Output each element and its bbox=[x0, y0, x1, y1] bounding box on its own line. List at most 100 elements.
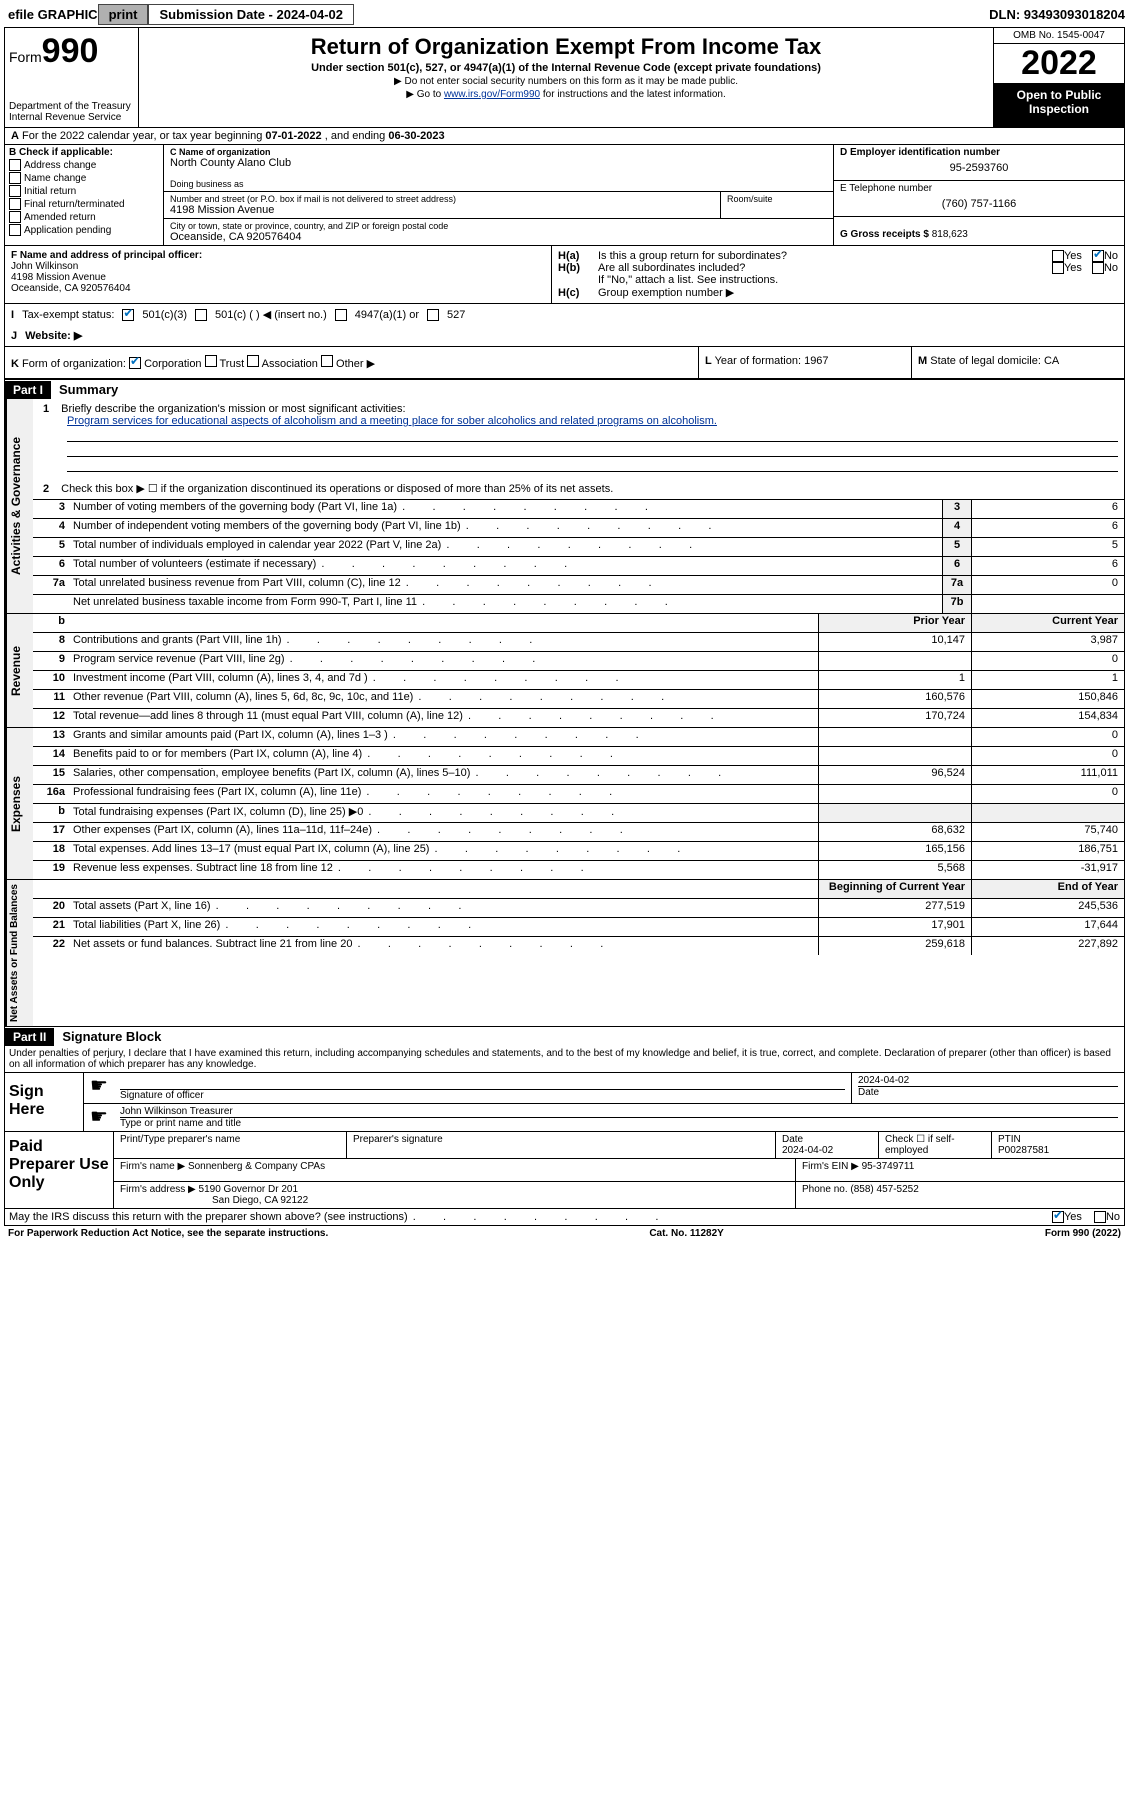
col-m: M State of legal domicile: CA bbox=[911, 347, 1124, 378]
netassets-block: Net Assets or Fund Balances Beginning of… bbox=[5, 880, 1124, 1026]
pp-check-label: Check ☐ if self-employed bbox=[879, 1132, 992, 1158]
k-trust-check[interactable] bbox=[205, 355, 217, 367]
ha-no-check[interactable] bbox=[1092, 250, 1104, 262]
i-4947-check[interactable] bbox=[335, 309, 347, 321]
f-label: F Name and address of principal officer: bbox=[11, 250, 202, 261]
check-amended[interactable]: Amended return bbox=[9, 211, 159, 223]
line-num: 14 bbox=[33, 747, 69, 765]
print-button[interactable]: print bbox=[98, 4, 149, 25]
net-header-spacer bbox=[69, 880, 818, 898]
cell-phone: E Telephone number (760) 757-1166 bbox=[834, 181, 1124, 217]
underline-2 bbox=[67, 444, 1118, 457]
section-k-l-m: K Form of organization: Corporation Trus… bbox=[5, 347, 1124, 379]
discuss-no-check[interactable] bbox=[1094, 1211, 1106, 1223]
part2-header-row: Part II Signature Block bbox=[5, 1026, 1124, 1046]
sign-here-label: Sign Here bbox=[5, 1073, 84, 1131]
i-501c-check[interactable] bbox=[195, 309, 207, 321]
expenses-label: Expenses bbox=[5, 728, 33, 879]
table-row: 18 Total expenses. Add lines 13–17 (must… bbox=[33, 841, 1124, 860]
mission-text: Program services for educational aspects… bbox=[67, 415, 1118, 427]
discuss-dots bbox=[408, 1211, 661, 1223]
officer-city: Oceanside, CA 920576404 bbox=[11, 283, 545, 294]
omb-number: OMB No. 1545-0047 bbox=[994, 28, 1124, 44]
line-num: 11 bbox=[33, 690, 69, 708]
sub3-pre: ▶ Go to bbox=[406, 89, 444, 100]
pp-row-2: Firm's name ▶ Sonnenberg & Company CPAs … bbox=[114, 1159, 1124, 1182]
header-left: Form990 Department of the Treasury Inter… bbox=[5, 28, 139, 127]
check-initial-return[interactable]: Initial return bbox=[9, 185, 159, 197]
discuss-no: No bbox=[1106, 1211, 1120, 1223]
hb-yes-check[interactable] bbox=[1052, 262, 1064, 274]
instructions-link[interactable]: www.irs.gov/Form990 bbox=[444, 89, 540, 100]
check-app-pending[interactable]: Application pending bbox=[9, 224, 159, 236]
paperwork-notice: For Paperwork Reduction Act Notice, see … bbox=[8, 1228, 328, 1239]
k-corp-check[interactable] bbox=[129, 357, 141, 369]
pp-row-3: Firm's address ▶ 5190 Governor Dr 201San… bbox=[114, 1182, 1124, 1208]
sign-here-right: ☛ Signature of officer 2024-04-02 Date ☛… bbox=[84, 1073, 1124, 1131]
line-current: 0 bbox=[971, 728, 1124, 746]
check-name-change[interactable]: Name change bbox=[9, 172, 159, 184]
hb-text: Are all subordinates included? bbox=[598, 262, 1052, 274]
revenue-label: Revenue bbox=[5, 614, 33, 727]
col-f: F Name and address of principal officer:… bbox=[5, 246, 551, 303]
firm-name: Sonnenberg & Company CPAs bbox=[188, 1161, 325, 1172]
cell-gross: G Gross receipts $ 818,623 bbox=[834, 217, 1124, 242]
room-label: Room/suite bbox=[727, 194, 827, 204]
line1-brief: 1Briefly describe the organization's mis… bbox=[33, 399, 1124, 478]
table-row: 14 Benefits paid to or for members (Part… bbox=[33, 746, 1124, 765]
line-box: 4 bbox=[942, 519, 971, 537]
sig-arrow-2: ☛ bbox=[84, 1104, 114, 1131]
form-word: Form bbox=[9, 49, 42, 65]
line-num: 18 bbox=[33, 842, 69, 860]
expenses-block: Expenses 13 Grants and similar amounts p… bbox=[5, 728, 1124, 880]
cell-address: Number and street (or P.O. box if mail i… bbox=[164, 192, 833, 219]
line-num: 19 bbox=[33, 861, 69, 879]
i-opt3: 4947(a)(1) or bbox=[355, 309, 419, 321]
begin-year-header: Beginning of Current Year bbox=[818, 880, 971, 898]
k-assoc-check[interactable] bbox=[247, 355, 259, 367]
i-527-check[interactable] bbox=[427, 309, 439, 321]
line-num: 5 bbox=[33, 538, 69, 556]
ptin: P00287581 bbox=[998, 1145, 1049, 1156]
underline-3 bbox=[67, 459, 1118, 472]
paid-preparer-label: Paid Preparer Use Only bbox=[5, 1132, 114, 1208]
ha-yes-check[interactable] bbox=[1052, 250, 1064, 262]
line-desc: Net unrelated business taxable income fr… bbox=[69, 595, 942, 613]
m-text: State of legal domicile: CA bbox=[930, 355, 1059, 367]
line-amt: 5 bbox=[971, 538, 1124, 556]
check-address-change[interactable]: Address change bbox=[9, 159, 159, 171]
line-current: 0 bbox=[971, 652, 1124, 670]
table-row: b Total fundraising expenses (Part IX, c… bbox=[33, 803, 1124, 822]
k-opt1: Corporation bbox=[144, 358, 201, 370]
line-current: 245,536 bbox=[971, 899, 1124, 917]
i-501c3-check[interactable] bbox=[122, 309, 134, 321]
hb-no: No bbox=[1104, 262, 1118, 274]
k-other-check[interactable] bbox=[321, 355, 333, 367]
firm-addr-label: Firm's address ▶ bbox=[120, 1184, 196, 1195]
telephone: (760) 757-1166 bbox=[840, 194, 1118, 214]
hb-no-check[interactable] bbox=[1092, 262, 1104, 274]
form-title: Return of Organization Exempt From Incom… bbox=[147, 34, 985, 60]
col-c: C Name of organization North County Alan… bbox=[164, 145, 833, 245]
b-item-5: Application pending bbox=[24, 225, 111, 236]
g-label: G Gross receipts $ bbox=[840, 229, 929, 240]
discuss-yes-check[interactable] bbox=[1052, 1211, 1064, 1223]
table-row: 3 Number of voting members of the govern… bbox=[33, 499, 1124, 518]
line-current: 154,834 bbox=[971, 709, 1124, 727]
b-item-1: Name change bbox=[24, 173, 86, 184]
line-current: 3,987 bbox=[971, 633, 1124, 651]
line-desc: Total fundraising expenses (Part IX, col… bbox=[69, 804, 818, 822]
line-num: 22 bbox=[33, 937, 69, 955]
line-box: 7b bbox=[942, 595, 971, 613]
line-num: 3 bbox=[33, 500, 69, 518]
line-prior: 259,618 bbox=[818, 937, 971, 955]
line-num: 21 bbox=[33, 918, 69, 936]
i-label: I bbox=[11, 309, 14, 321]
open-public-badge: Open to Public Inspection bbox=[994, 84, 1124, 127]
table-row: 13 Grants and similar amounts paid (Part… bbox=[33, 728, 1124, 746]
table-row: 17 Other expenses (Part IX, column (A), … bbox=[33, 822, 1124, 841]
efile-link[interactable]: efile GRAPHIC bbox=[8, 7, 98, 22]
check-final-return[interactable]: Final return/terminated bbox=[9, 198, 159, 210]
line-prior: 1 bbox=[818, 671, 971, 689]
line-amt: 6 bbox=[971, 500, 1124, 518]
